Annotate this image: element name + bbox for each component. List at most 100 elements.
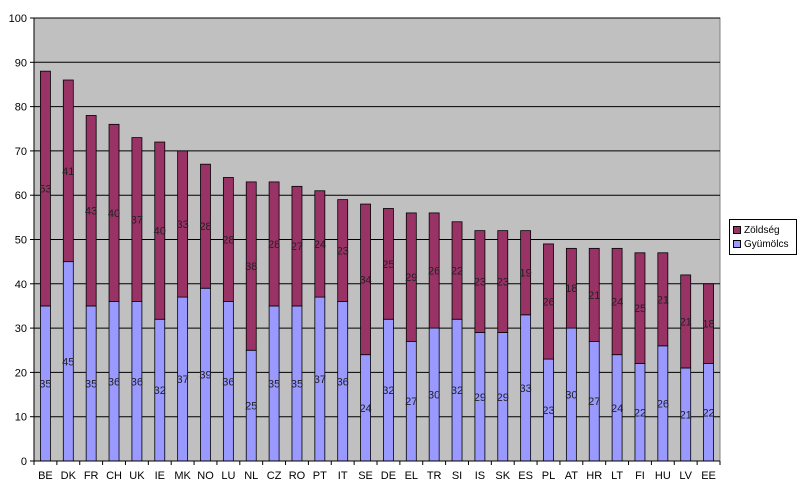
data-label: 28 xyxy=(199,221,211,233)
x-tick-label: IE xyxy=(155,470,165,482)
bar-zoldseg xyxy=(245,181,257,351)
bar-zoldseg xyxy=(268,181,280,307)
data-label: 29 xyxy=(474,392,486,404)
data-label: 32 xyxy=(382,385,394,397)
x-tick-label: EL xyxy=(405,470,418,482)
x-tick-label: HU xyxy=(655,470,671,482)
data-label: 26 xyxy=(657,398,669,410)
bar-zoldseg xyxy=(337,199,349,302)
data-label: 27 xyxy=(291,241,303,253)
y-tick-label: 30 xyxy=(15,323,27,335)
x-axis-ticks: BE DK FR CH UK IE MK NO LU NL CZ RO PT IT SE DE EL TR SI IS… xyxy=(33,461,721,482)
data-label: 40 xyxy=(108,208,120,220)
data-label: 21 xyxy=(657,294,669,306)
bar-zoldseg xyxy=(62,79,74,263)
bar-zoldseg xyxy=(680,274,692,369)
y-tick-label: 40 xyxy=(15,279,27,291)
data-label: 30 xyxy=(565,390,577,402)
legend-label-gyumolcs: Gyümölcs xyxy=(744,238,789,250)
bar-zoldseg xyxy=(131,137,143,302)
y-tick-label: 50 xyxy=(15,235,27,247)
data-label: 32 xyxy=(451,385,463,397)
data-label: 37 xyxy=(314,374,326,386)
data-label: 23 xyxy=(542,405,554,417)
bar-zoldseg xyxy=(565,247,577,329)
bar-zoldseg xyxy=(428,212,440,329)
data-label: 18 xyxy=(565,283,577,295)
data-label: 27 xyxy=(588,396,600,408)
bar-zoldseg xyxy=(85,115,97,307)
data-label: 38 xyxy=(245,261,257,273)
data-label: 41 xyxy=(62,166,74,178)
x-tick-label: EE xyxy=(701,470,716,482)
bar-zoldseg xyxy=(497,230,509,333)
data-label: 29 xyxy=(405,272,417,284)
y-tick-label: 20 xyxy=(15,367,27,379)
data-label: 35 xyxy=(291,378,303,390)
bar-zoldseg xyxy=(222,177,234,302)
bar-zoldseg xyxy=(291,185,303,307)
bar-zoldseg xyxy=(405,212,417,342)
legend-entry-zoldseg: Zöldség xyxy=(733,224,780,236)
x-tick-label: CH xyxy=(106,470,122,482)
x-tick-label: ES xyxy=(518,470,533,482)
x-tick-label: DK xyxy=(61,470,77,482)
data-label: 23 xyxy=(337,246,349,258)
x-tick-label: IS xyxy=(475,470,485,482)
data-label: 28 xyxy=(222,235,234,247)
gridlines xyxy=(34,17,720,418)
bar-zoldseg xyxy=(200,163,211,289)
data-label: 36 xyxy=(222,376,234,388)
data-label: 36 xyxy=(337,376,349,388)
legend-swatch-gyumolcs xyxy=(733,240,741,248)
data-label: 25 xyxy=(634,303,646,315)
y-tick-label: 90 xyxy=(15,57,27,69)
bar-zoldseg xyxy=(611,247,623,356)
data-label: 24 xyxy=(314,239,326,251)
x-tick-label: NO xyxy=(197,470,214,482)
x-tick-label: FI xyxy=(635,470,645,482)
data-label: 34 xyxy=(359,274,371,286)
data-label: 39 xyxy=(199,370,211,382)
legend-swatch-zoldseg xyxy=(733,226,741,234)
data-label: 43 xyxy=(85,206,97,218)
data-label: 25 xyxy=(382,259,394,271)
bar-zoldseg xyxy=(703,283,714,364)
x-tick-label: IT xyxy=(338,470,348,482)
data-label: 23 xyxy=(497,277,509,289)
data-label: 35 xyxy=(268,378,280,390)
bar-zoldseg xyxy=(154,141,166,320)
data-label: 25 xyxy=(245,401,257,413)
y-tick-label: 60 xyxy=(15,190,27,202)
y-tick-label: 0 xyxy=(21,456,27,468)
x-tick-label: UK xyxy=(129,470,145,482)
data-label: 33 xyxy=(520,383,532,395)
x-tick-label: FR xyxy=(84,470,99,482)
x-tick-label: NL xyxy=(244,470,258,482)
x-tick-label: HR xyxy=(586,470,602,482)
data-label: 27 xyxy=(405,396,417,408)
x-tick-label: SE xyxy=(358,470,373,482)
data-label: 22 xyxy=(634,407,646,419)
x-tick-label: LT xyxy=(611,470,623,482)
x-tick-label: CZ xyxy=(267,470,282,482)
bar-zoldseg xyxy=(383,208,394,320)
x-tick-label: TR xyxy=(427,470,442,482)
bar-zoldseg xyxy=(588,247,600,342)
x-tick-label: MK xyxy=(174,470,191,482)
data-label: 22 xyxy=(702,407,714,419)
bar-zoldseg xyxy=(40,70,51,307)
data-label: 45 xyxy=(62,356,74,368)
x-tick-label: AT xyxy=(565,470,579,482)
data-label: 22 xyxy=(451,266,463,278)
x-tick-label: LU xyxy=(221,470,235,482)
x-tick-label: BE xyxy=(38,470,53,482)
x-tick-label: RO xyxy=(289,470,306,482)
data-label: 35 xyxy=(85,378,97,390)
y-tick-label: 10 xyxy=(15,412,27,424)
x-tick-label: SK xyxy=(495,470,510,482)
data-label: 23 xyxy=(474,277,486,289)
x-tick-label: PT xyxy=(313,470,327,482)
data-label: 36 xyxy=(131,376,143,388)
